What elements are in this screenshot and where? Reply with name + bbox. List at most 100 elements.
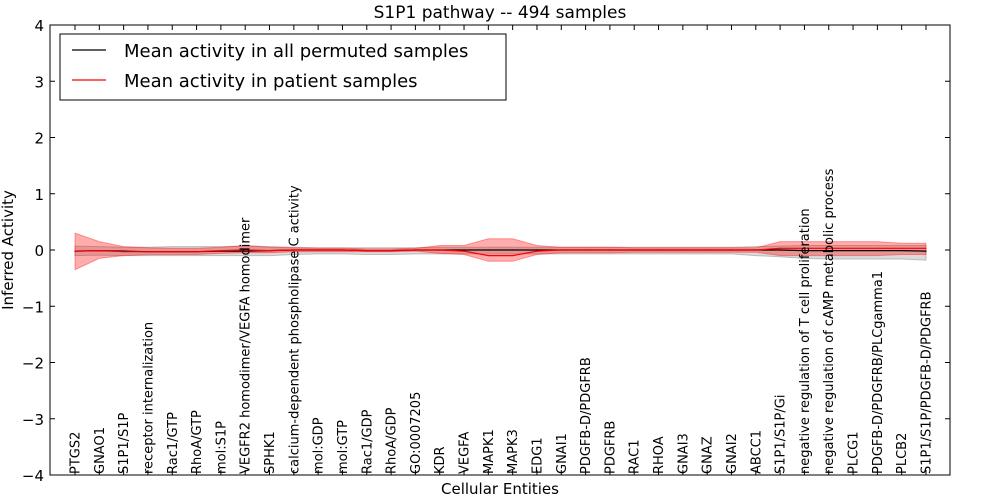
permuted-band bbox=[74, 245, 927, 261]
x-tick-label: RHOA bbox=[652, 436, 667, 474]
data-point bbox=[633, 249, 635, 251]
x-tick-label: Rac1/GDP bbox=[360, 409, 375, 474]
y-axis-label: Inferred Activity bbox=[0, 190, 17, 310]
data-point bbox=[123, 251, 125, 253]
x-tick-label: mol:GDP bbox=[312, 417, 327, 474]
y-tick-label: 4 bbox=[34, 17, 44, 35]
data-point bbox=[560, 249, 562, 251]
x-tick-label: GO:0007205 bbox=[409, 392, 424, 474]
x-tick-label: PLCG1 bbox=[847, 431, 862, 474]
x-tick-label: RhoA/GDP bbox=[385, 407, 400, 474]
x-tick-label: PLCB2 bbox=[895, 433, 910, 474]
patient-mean-line bbox=[74, 247, 926, 257]
data-point bbox=[147, 251, 149, 253]
data-point bbox=[98, 249, 100, 252]
data-point bbox=[195, 251, 198, 253]
data-point bbox=[706, 249, 708, 251]
data-point bbox=[536, 250, 538, 252]
data-point bbox=[779, 249, 781, 251]
data-point bbox=[512, 255, 514, 257]
x-tick-label: Rac1/GTP bbox=[166, 412, 181, 474]
data-point bbox=[657, 249, 660, 251]
data-point bbox=[803, 249, 806, 252]
y-tick-label: 1 bbox=[34, 186, 44, 204]
y-tick-label: −3 bbox=[22, 411, 44, 429]
legend-frame bbox=[59, 33, 507, 101]
data-point bbox=[244, 250, 246, 252]
data-point bbox=[901, 249, 903, 252]
x-tick-label: PTGS2 bbox=[69, 432, 84, 474]
y-tick-label: −4 bbox=[22, 467, 44, 485]
y-tick-label: −2 bbox=[22, 355, 44, 373]
data-point bbox=[755, 249, 757, 251]
x-tick-label: GNAI2 bbox=[725, 433, 740, 474]
data-point bbox=[828, 249, 830, 252]
data-point bbox=[852, 249, 854, 252]
data-point bbox=[366, 249, 368, 252]
chart-title: S1P1 pathway -- 494 samples bbox=[374, 3, 627, 23]
data-point bbox=[439, 249, 441, 251]
data-point bbox=[682, 249, 684, 251]
legend-label-patient: Mean activity in patient samples bbox=[124, 71, 418, 92]
x-tick-label: negative regulation of T cell proliferat… bbox=[798, 208, 813, 474]
x-tick-label: S1P1/S1P/PDGFB-D/PDGFRB bbox=[920, 291, 935, 474]
data-point bbox=[268, 249, 271, 252]
data-point bbox=[317, 249, 319, 251]
x-tick-label: mol:GTP bbox=[336, 420, 351, 474]
data-point bbox=[828, 247, 830, 249]
data-point bbox=[244, 249, 246, 251]
data-point bbox=[585, 249, 587, 251]
x-tick-label: GNAI1 bbox=[555, 433, 570, 474]
y-tick-label: 3 bbox=[34, 73, 44, 91]
x-tick-label: GNAI3 bbox=[676, 433, 691, 474]
x-tick-label: SPHK1 bbox=[263, 431, 278, 474]
data-point bbox=[730, 249, 733, 251]
data-point bbox=[536, 249, 538, 251]
y-tick-label: 0 bbox=[34, 242, 44, 260]
x-tick-label: PDGFB-D/PDGFRB bbox=[579, 357, 594, 474]
data-point bbox=[901, 247, 903, 249]
x-tick-label: mol:S1P bbox=[214, 421, 229, 474]
x-tick-label: MAPK3 bbox=[506, 429, 521, 474]
x-tick-label: KDR bbox=[433, 446, 448, 474]
data-point bbox=[803, 247, 806, 249]
legend: Mean activity in all permuted samples Me… bbox=[59, 33, 507, 101]
x-tick-label: RhoA/GTP bbox=[190, 410, 205, 474]
x-tick-label: PDGFB-D/PDGFRB/PLCgamma1 bbox=[871, 271, 886, 474]
x-tick-label: S1P1/S1P bbox=[117, 412, 132, 474]
x-tick-label: calcium-dependent phospholipase C activi… bbox=[287, 185, 302, 474]
data-point bbox=[852, 247, 854, 249]
legend-label-permuted: Mean activity in all permuted samples bbox=[124, 41, 468, 62]
x-tick-label: RAC1 bbox=[628, 439, 643, 474]
x-axis-label: Cellular Entities bbox=[441, 480, 559, 498]
data-point bbox=[171, 251, 173, 253]
data-point bbox=[74, 250, 76, 252]
data-point bbox=[512, 249, 514, 251]
y-tick-label: 2 bbox=[34, 130, 44, 148]
data-point bbox=[609, 249, 611, 251]
y-tick-label: −1 bbox=[22, 298, 44, 316]
data-point bbox=[487, 255, 489, 257]
x-tick-label: VEGFA bbox=[458, 432, 473, 474]
data-point bbox=[876, 247, 878, 249]
data-point bbox=[876, 249, 878, 252]
x-tick-label: negative regulation of cAMP metabolic pr… bbox=[822, 168, 837, 474]
data-point bbox=[925, 247, 927, 249]
data-point bbox=[341, 249, 344, 251]
data-point bbox=[293, 249, 295, 251]
data-point bbox=[220, 249, 222, 252]
x-tick-label: ABCC1 bbox=[749, 430, 764, 474]
data-point bbox=[779, 247, 781, 249]
x-tick-label: GNAZ bbox=[701, 436, 716, 474]
x-tick-label: MAPK1 bbox=[482, 429, 497, 474]
x-tick-label: EDG1 bbox=[531, 437, 546, 474]
data-point bbox=[487, 249, 489, 251]
x-tick-label: receptor internalization bbox=[141, 322, 156, 474]
x-tick-label: VEGFR2 homodimer/VEGFA homodimer bbox=[239, 217, 254, 474]
x-tick-label: S1P1/S1P/Gi bbox=[774, 395, 789, 474]
x-tick-label: GNAO1 bbox=[93, 427, 108, 474]
data-point bbox=[414, 249, 416, 251]
data-point bbox=[925, 250, 927, 252]
patient-band bbox=[74, 232, 927, 271]
